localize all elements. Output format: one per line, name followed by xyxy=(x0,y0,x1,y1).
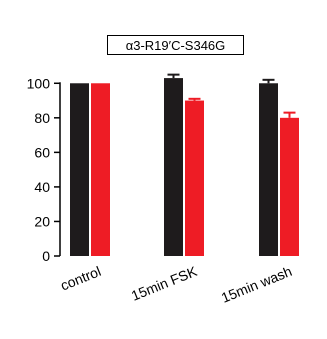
x-tick-labels: control 15min FSK 15min wash xyxy=(58,263,294,306)
y-tick-label: 40 xyxy=(34,179,50,195)
x-tick-label: 15min FSK xyxy=(129,263,200,304)
y-tick-label: 60 xyxy=(34,144,50,160)
y-tick-label: 0 xyxy=(42,248,50,264)
bars xyxy=(70,73,299,257)
bar-series2-2 xyxy=(185,100,204,256)
bar-series2-1 xyxy=(91,83,110,256)
y-tick-label: 80 xyxy=(34,110,50,126)
chart-title: α3-R19′C-S346G xyxy=(107,35,244,55)
y-tick-label: 100 xyxy=(27,75,51,91)
bar-series2-3 xyxy=(280,117,299,257)
x-tick-label: control xyxy=(58,263,103,294)
y-axis: 0 20 40 60 80 100 xyxy=(27,75,61,264)
bar-series1-3 xyxy=(259,83,278,256)
y-tick-label: 20 xyxy=(34,213,50,229)
x-tick-label: 15min wash xyxy=(219,263,294,306)
bar-series1-2 xyxy=(164,78,183,256)
bar-series1-1 xyxy=(70,83,89,256)
